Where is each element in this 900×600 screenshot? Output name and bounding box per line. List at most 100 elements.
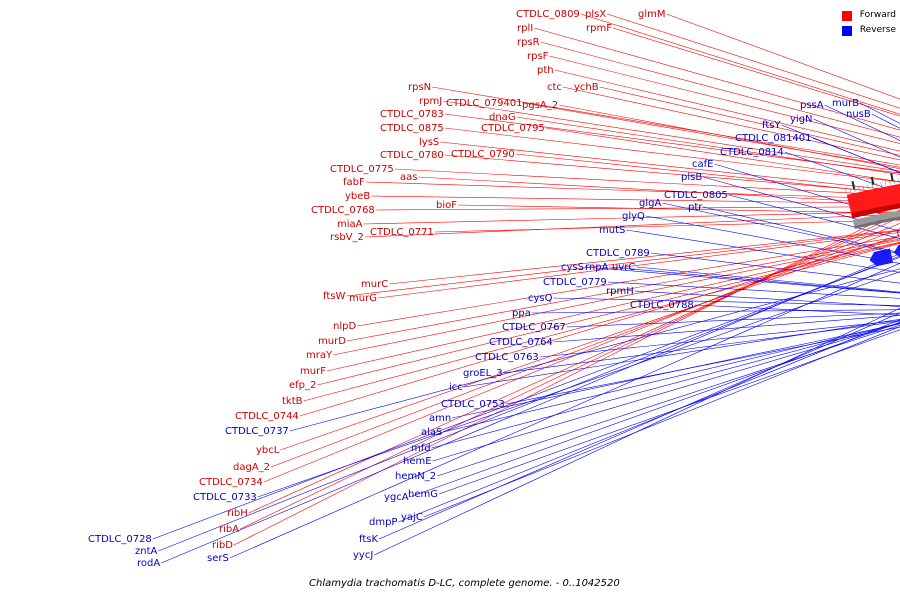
- reverse-gene-label[interactable]: uvrC: [612, 262, 635, 273]
- forward-gene-label[interactable]: murF: [300, 366, 326, 377]
- reverse-leader-line: [161, 253, 900, 564]
- reverse-gene-label[interactable]: dmpP: [369, 517, 397, 528]
- reverse-gene-label[interactable]: pssA: [800, 100, 824, 111]
- reverse-gene-label[interactable]: amn: [429, 413, 451, 424]
- forward-gene-label[interactable]: CTDLC_0795: [481, 123, 545, 134]
- forward-gene-label[interactable]: pth: [537, 65, 554, 76]
- forward-gene-label[interactable]: rpmF: [586, 23, 612, 34]
- forward-gene-label[interactable]: rplI: [517, 23, 533, 34]
- reverse-gene-label[interactable]: CTDLC_0733: [193, 492, 257, 503]
- reverse-gene-label[interactable]: CTDLC_0805: [664, 190, 728, 201]
- reverse-gene-label[interactable]: yajC: [401, 512, 423, 523]
- reverse-gene-label[interactable]: cysQ: [528, 293, 553, 304]
- reverse-gene-label[interactable]: ptr: [688, 202, 703, 213]
- forward-gene-label[interactable]: CTDLC_0744: [235, 411, 299, 422]
- reverse-gene-label[interactable]: CTDLC_0728: [88, 534, 152, 545]
- minor-tick: [862, 185, 865, 190]
- forward-gene-label[interactable]: efp_2: [289, 380, 316, 391]
- reverse-gene-label[interactable]: ftsK: [359, 534, 378, 545]
- forward-gene-label[interactable]: rpsN: [408, 82, 431, 93]
- reverse-gene-label[interactable]: CTDLC_0753: [441, 399, 505, 410]
- forward-gene-label[interactable]: CTDLC_0783: [380, 109, 444, 120]
- forward-gene-label[interactable]: ribA: [219, 524, 239, 535]
- forward-gene-label[interactable]: murG: [349, 293, 377, 304]
- forward-gene-label[interactable]: ctc: [547, 82, 562, 93]
- forward-gene-label[interactable]: CTDLC_0734: [199, 477, 263, 488]
- reverse-gene-label[interactable]: rodA: [137, 558, 160, 569]
- reverse-gene-label[interactable]: cysS: [561, 262, 584, 273]
- forward-gene-label[interactable]: CTDLC_0768: [311, 205, 375, 216]
- reverse-gene-label[interactable]: hemE: [403, 456, 432, 467]
- reverse-gene-label[interactable]: CTDLC_0764: [489, 337, 553, 348]
- forward-gene-label[interactable]: glmM: [638, 9, 666, 20]
- reverse-gene-label[interactable]: hemG: [408, 489, 438, 500]
- forward-gene-label[interactable]: ribH: [227, 508, 248, 519]
- forward-gene-label[interactable]: plsX: [585, 9, 606, 20]
- forward-gene-label[interactable]: miaA: [337, 219, 363, 230]
- forward-leader-line: [580, 13, 900, 115]
- forward-gene-label[interactable]: ychB: [574, 82, 599, 93]
- forward-gene-label[interactable]: rpsF: [527, 51, 549, 62]
- reverse-gene-label[interactable]: CTDLC_0779: [543, 277, 607, 288]
- reverse-band-edge: [854, 216, 900, 229]
- forward-gene-label[interactable]: CTDLC_0780: [380, 150, 444, 161]
- forward-gene-label[interactable]: murD: [318, 336, 346, 347]
- forward-gene-label[interactable]: fabF: [343, 177, 365, 188]
- forward-leader-line: [444, 127, 900, 183]
- forward-gene-label[interactable]: dagA_2: [233, 462, 270, 473]
- forward-gene-label[interactable]: tktB: [282, 396, 303, 407]
- reverse-gene-label[interactable]: CTDLC_0763: [475, 352, 539, 363]
- reverse-gene-label[interactable]: ppa: [512, 308, 531, 319]
- forward-gene-label[interactable]: ftsW: [323, 291, 345, 302]
- forward-gene-label[interactable]: aas: [400, 172, 417, 183]
- reverse-gene-label[interactable]: CTDLC_0767: [502, 322, 566, 333]
- forward-gene-label[interactable]: mraY: [306, 350, 333, 361]
- reverse-gene-label[interactable]: CTDLC_0788: [630, 300, 694, 311]
- forward-gene-label[interactable]: bioF: [436, 200, 457, 211]
- reverse-gene-label[interactable]: mutS: [599, 225, 625, 236]
- reverse-gene-label[interactable]: CTDLC_081401: [735, 133, 812, 144]
- reverse-gene-label[interactable]: ftsY: [762, 120, 781, 131]
- forward-gene-label[interactable]: CTDLC_0771: [370, 227, 434, 238]
- reverse-gene-label[interactable]: glyQ: [622, 211, 645, 222]
- reverse-gene-label[interactable]: nusB: [846, 109, 871, 120]
- forward-gene-label[interactable]: ribD: [212, 540, 233, 551]
- reverse-gene-label[interactable]: yigN: [790, 114, 813, 125]
- forward-gene-label[interactable]: murC: [361, 279, 388, 290]
- reverse-gene-label[interactable]: yycJ: [353, 550, 373, 561]
- reverse-gene-label[interactable]: alaS: [421, 427, 442, 438]
- reverse-gene-label[interactable]: murB: [832, 98, 859, 109]
- reverse-gene-label[interactable]: icc: [449, 382, 463, 393]
- legend-item-reverse[interactable]: Reverse: [841, 23, 896, 38]
- reverse-gene-label[interactable]: mfd: [411, 443, 431, 454]
- reverse-gene-label[interactable]: plsB: [681, 172, 702, 183]
- forward-gene-label[interactable]: ybeB: [345, 191, 370, 202]
- forward-gene-label[interactable]: rpsR: [517, 37, 540, 48]
- reverse-gene-label[interactable]: groEL_3: [463, 368, 503, 379]
- forward-gene-label[interactable]: CTDLC_0775: [330, 164, 394, 175]
- reverse-gene-label[interactable]: serS: [207, 553, 229, 564]
- forward-gene-label[interactable]: rsbV_2: [330, 232, 364, 243]
- reverse-gene-label[interactable]: zntA: [135, 546, 158, 557]
- reverse-gene-label[interactable]: rnpA: [585, 262, 609, 273]
- forward-gene-label[interactable]: rpmJ: [419, 96, 442, 107]
- reverse-gene-label[interactable]: rpmH: [606, 286, 634, 297]
- forward-gene-label[interactable]: CTDLC_0875: [380, 123, 444, 134]
- forward-gene-label[interactable]: lysS: [419, 137, 439, 148]
- reverse-gene-label[interactable]: ygcA: [384, 492, 409, 503]
- forward-gene-label[interactable]: CTDLC_0809: [516, 9, 580, 20]
- legend-item-forward[interactable]: Forward: [841, 8, 896, 23]
- forward-gene-label[interactable]: dnaG: [489, 112, 516, 123]
- reverse-gene-label[interactable]: cafE: [692, 159, 713, 170]
- reverse-gene-label[interactable]: CTDLC_0814: [720, 147, 784, 158]
- scale-dot: [874, 242, 877, 245]
- forward-gene-label[interactable]: nlpD: [333, 321, 356, 332]
- forward-gene-label[interactable]: pgsA_2: [522, 100, 558, 111]
- reverse-gene-label[interactable]: glgA: [639, 198, 661, 209]
- reverse-gene-label[interactable]: hemN_2: [395, 471, 436, 482]
- forward-gene-label[interactable]: CTDLC_079401: [446, 98, 523, 109]
- reverse-gene-label[interactable]: CTDLC_0789: [586, 248, 650, 259]
- forward-gene-label[interactable]: CTDLC_0790: [451, 149, 515, 160]
- forward-gene-label[interactable]: ybcL: [256, 445, 280, 456]
- reverse-gene-label[interactable]: CTDLC_0737: [225, 426, 289, 437]
